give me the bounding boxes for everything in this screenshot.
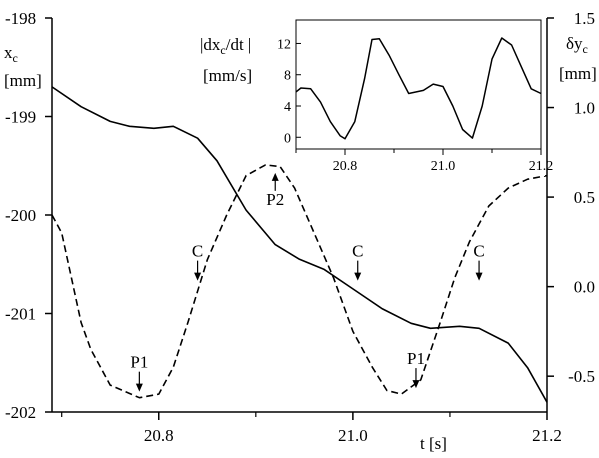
annotations: P1 C P2 C P1 C bbox=[130, 172, 485, 392]
annotation-label: P2 bbox=[266, 190, 284, 209]
annotation-label: P1 bbox=[130, 353, 148, 372]
left-tick-label: -199 bbox=[5, 108, 36, 127]
inset-ticks: 0 4 8 12 20.8 21.0 21.2 bbox=[277, 37, 553, 174]
right-axis-ticks: 1.5 1.0 0.5 0.0 -0.5 bbox=[547, 9, 595, 386]
annotation-arrowhead bbox=[135, 383, 143, 392]
left-tick-label: -198 bbox=[5, 9, 36, 28]
left-tick-label: -200 bbox=[5, 206, 36, 225]
main-series bbox=[51, 86, 548, 403]
right-tick-label: 1.0 bbox=[574, 99, 595, 118]
annotation-label: C bbox=[352, 242, 363, 261]
left-axis-label: xc bbox=[4, 43, 18, 65]
inset-y-tick-label: 8 bbox=[284, 69, 291, 84]
annotation-label: C bbox=[473, 242, 484, 261]
right-tick-label: 1.5 bbox=[574, 9, 595, 28]
annotation-arrowhead bbox=[354, 272, 362, 281]
left-tick-label: -201 bbox=[5, 305, 36, 324]
main-plot: -198 -199 -200 -201 -202 1.5 1.0 0.5 0.0 -0.5 20… bbox=[4, 9, 597, 453]
right-axis-label: δyc bbox=[566, 34, 588, 56]
inset-plot: |dxc/dt | [mm/s] 0 4 8 12 20.8 21.0 21.2 bbox=[200, 17, 553, 176]
left-axis-unit: [mm] bbox=[4, 71, 42, 90]
left-tick-label: -202 bbox=[5, 403, 36, 422]
solid-series-line bbox=[51, 86, 548, 403]
annotation-label: C bbox=[192, 242, 203, 261]
inset-x-tick-label: 20.8 bbox=[333, 159, 358, 174]
inset-x-tick-label: 21.0 bbox=[431, 159, 456, 174]
inset-y-label: |dxc/dt | bbox=[200, 35, 251, 57]
right-tick-label: 0.5 bbox=[574, 188, 595, 207]
inset-x-tick-label: 21.2 bbox=[529, 159, 554, 174]
inset-y-tick-label: 0 bbox=[284, 131, 291, 146]
x-tick-label: 21.2 bbox=[532, 426, 562, 445]
right-tick-label: 0.0 bbox=[574, 278, 595, 297]
right-tick-label: -0.5 bbox=[568, 367, 595, 386]
inset-y-unit: [mm/s] bbox=[203, 66, 252, 85]
right-axis-unit: [mm] bbox=[559, 64, 597, 83]
x-axis-ticks: 20.8 21.0 21.2 bbox=[61, 412, 562, 445]
annotation-arrowhead bbox=[194, 272, 202, 281]
inset-frame bbox=[295, 19, 542, 150]
inset-y-tick-label: 12 bbox=[277, 37, 291, 52]
x-tick-label: 21.0 bbox=[338, 426, 368, 445]
left-axis-ticks: -198 -199 -200 -201 -202 bbox=[5, 9, 52, 422]
inset-series bbox=[295, 37, 542, 140]
x-tick-label: 20.8 bbox=[144, 426, 174, 445]
annotation-arrowhead bbox=[412, 380, 420, 389]
annotation-arrowhead bbox=[271, 172, 279, 181]
dashed-series-line bbox=[51, 164, 548, 399]
annotation-arrowhead bbox=[475, 272, 483, 281]
annotation-label: P1 bbox=[407, 349, 425, 368]
x-axis-label: t [s] bbox=[420, 434, 447, 453]
inset-y-tick-label: 4 bbox=[284, 100, 291, 115]
inset-series-line bbox=[295, 37, 542, 140]
